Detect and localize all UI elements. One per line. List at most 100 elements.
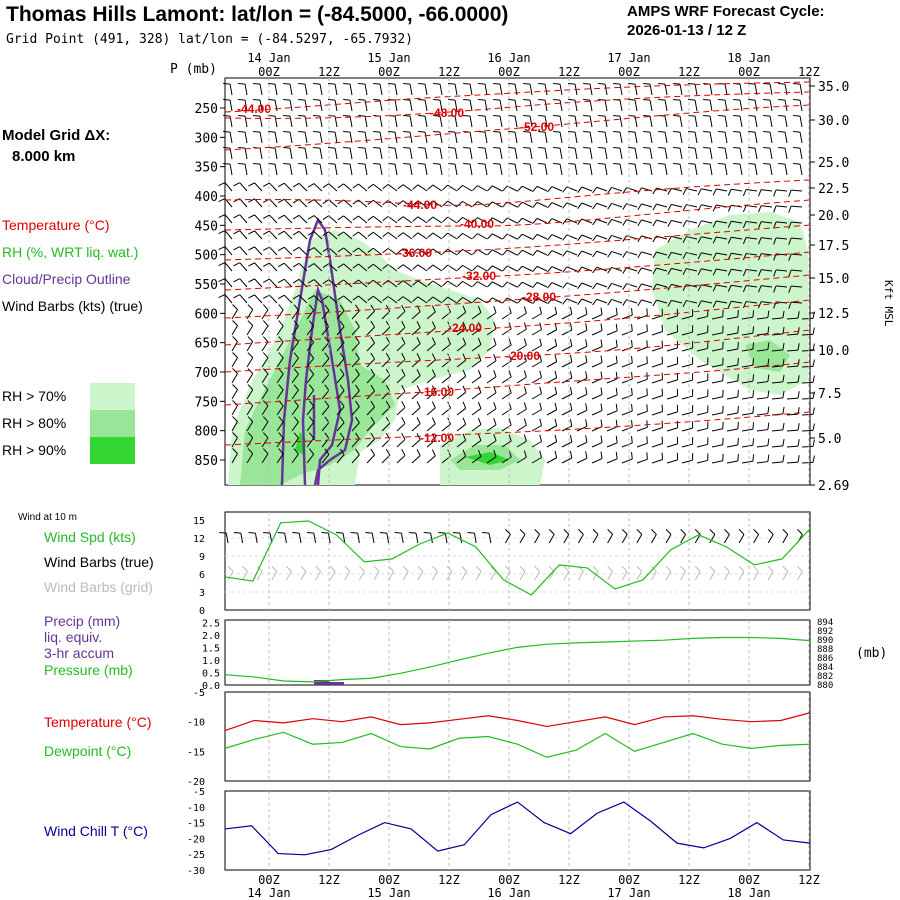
wind-barb-feather [615, 323, 618, 331]
wind-barb-feather [748, 131, 756, 133]
wind-barb [447, 200, 458, 208]
wind-barb-true-feather [467, 532, 475, 534]
wind-barb-feather [412, 248, 419, 254]
wind-barb-grid [636, 571, 643, 581]
wind-barb [501, 408, 512, 416]
pressure-tick-label: 250 [195, 102, 218, 117]
wind-barb [671, 219, 683, 224]
temperature-line [224, 712, 811, 732]
wind-barb [492, 265, 503, 272]
wind-barb [756, 381, 768, 384]
wind-barb [501, 440, 512, 448]
wind-ytick-label: 0 [199, 606, 205, 617]
wind-barb [576, 361, 588, 368]
wind-barb-feather [478, 99, 486, 101]
wind-barb [604, 100, 608, 112]
wind-barbs [218, 83, 815, 464]
wind-barb [701, 300, 713, 304]
wind-barb [531, 409, 542, 416]
wind-barb-feather [763, 147, 771, 149]
wind-barb [546, 457, 557, 464]
wind-barb [276, 421, 284, 432]
temperature-contour-label: -40.00 [460, 217, 494, 231]
wind-barb-feather [431, 433, 436, 441]
wind-barb-feather [416, 321, 421, 328]
wind-barb [679, 84, 683, 96]
wind-barb [679, 100, 683, 112]
wind-barb [246, 421, 254, 432]
wind-barb [636, 362, 648, 368]
pressure-tick-label: 700 [195, 366, 218, 381]
wind-barb [396, 375, 406, 384]
wind-barb [786, 429, 799, 432]
wind-barb-feather [778, 147, 786, 149]
chart-title: Thomas Hills Lamont: lat/lon = (-84.5000… [6, 3, 509, 26]
wind-barb [574, 132, 578, 144]
wind-barb [746, 284, 758, 288]
temperature-panel: -5-10-15-20 Temperature (°C) Dewpoint (°… [44, 688, 811, 788]
wind-barb-feather [416, 337, 421, 344]
wind-barb-feather [752, 374, 755, 382]
wind-barb [229, 100, 233, 112]
wind-barb-true [650, 534, 657, 544]
wind-barb [343, 215, 353, 224]
wind-barb [771, 461, 783, 464]
wind-barb-grid-feather [359, 566, 365, 572]
wind-barb-true [400, 533, 404, 544]
wind-barb [379, 164, 383, 176]
wind-barb [486, 392, 497, 400]
wind-barb-feather [577, 250, 583, 257]
wind-barb-feather [293, 320, 299, 327]
wind-barb [649, 116, 653, 128]
wind-barb-feather [554, 338, 558, 346]
wind-barb-feather [532, 202, 538, 209]
temperature-contour-label: -52.00 [520, 120, 554, 134]
wind-barb-feather [712, 300, 717, 308]
wind-barb [790, 237, 803, 240]
wind-barb-feather [737, 405, 739, 414]
precip-bar [329, 682, 344, 685]
wind-barb-feather [682, 284, 687, 291]
wind-barb [724, 164, 728, 176]
wind-barb-feather [622, 251, 627, 258]
wind-barb [424, 148, 428, 160]
wind-barb [531, 457, 542, 464]
wind-barb-feather [477, 337, 482, 345]
wind-barb-feather [218, 230, 226, 234]
wind-barb [261, 325, 269, 336]
wind-barb-feather [539, 322, 543, 330]
wind-barb [671, 299, 683, 304]
temperature-contour [224, 251, 811, 291]
wind-barb [591, 442, 603, 448]
wind-barb-feather [600, 419, 603, 427]
wind-barb [381, 374, 391, 384]
temperature-contour [224, 179, 811, 206]
wind-barb-feather [324, 400, 330, 407]
wind-barb-feather [233, 230, 240, 235]
top-date-label: 17 Jan [607, 51, 650, 65]
wind-barb [373, 295, 383, 304]
wind-barb [501, 456, 512, 464]
wind-ytick-label: 3 [199, 588, 205, 599]
wind-barb-feather [585, 339, 588, 347]
wind-barb [536, 281, 548, 288]
wind-barb-feather [337, 263, 344, 269]
wind-barb [546, 409, 557, 416]
wind-barb-feather [247, 384, 254, 390]
pressure-ytick-label: 894 [817, 618, 833, 628]
wind-barb-feather [218, 278, 226, 282]
top-date-label: 18 Jan [727, 51, 770, 65]
wind-barb-true-feather [423, 532, 431, 534]
wind-barb-feather [742, 221, 747, 229]
wind-barb-feather [637, 219, 642, 227]
wind-barb-feather [493, 163, 501, 165]
wind-barb-feather [622, 187, 627, 194]
wind-barb-feather [293, 304, 299, 311]
legend-rh80: RH > 80% [2, 415, 67, 431]
wind-barb-feather [538, 147, 546, 149]
wind-barb-feather [233, 182, 240, 187]
wind-barb-feather [607, 283, 613, 290]
wind-barb [516, 344, 527, 352]
wind-barb-feather [600, 451, 603, 459]
wind-barb [381, 454, 391, 464]
